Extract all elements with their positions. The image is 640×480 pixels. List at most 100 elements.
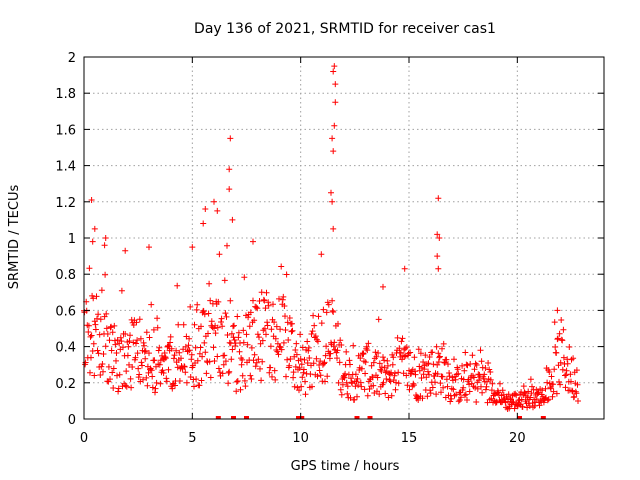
data-point bbox=[266, 369, 273, 376]
data-point bbox=[112, 341, 119, 348]
data-point bbox=[553, 390, 560, 397]
data-point bbox=[403, 344, 410, 351]
data-point bbox=[335, 320, 341, 327]
data-point bbox=[255, 356, 262, 363]
zero-marker bbox=[367, 416, 373, 419]
data-point bbox=[219, 323, 226, 330]
data-point bbox=[122, 382, 129, 389]
chart-title: Day 136 of 2021, SRMTID for receiver cas… bbox=[194, 21, 496, 37]
data-point bbox=[403, 372, 410, 379]
data-point bbox=[241, 274, 248, 281]
data-point bbox=[450, 386, 457, 393]
data-point bbox=[280, 293, 287, 300]
y-tick-label: 0.8 bbox=[55, 268, 76, 283]
data-point bbox=[123, 383, 130, 390]
data-point bbox=[471, 366, 478, 373]
y-tick-label: 1.4 bbox=[55, 160, 76, 175]
x-tick-label: 15 bbox=[401, 431, 418, 446]
data-point bbox=[94, 347, 101, 354]
data-point bbox=[456, 397, 463, 403]
y-tick-label: 1 bbox=[68, 232, 76, 247]
data-point bbox=[201, 311, 208, 318]
data-point bbox=[194, 301, 201, 308]
data-point bbox=[387, 378, 394, 385]
data-point bbox=[549, 393, 556, 400]
data-point bbox=[111, 322, 118, 329]
data-point bbox=[155, 347, 162, 354]
data-point bbox=[160, 370, 167, 376]
data-point bbox=[187, 303, 194, 310]
data-point bbox=[105, 363, 112, 370]
data-point bbox=[246, 323, 253, 330]
data-point bbox=[124, 352, 131, 359]
data-point bbox=[439, 345, 445, 352]
data-point bbox=[382, 390, 389, 397]
data-point bbox=[159, 367, 166, 374]
data-point bbox=[202, 349, 209, 356]
data-point bbox=[281, 303, 288, 309]
data-point bbox=[427, 390, 434, 397]
data-point bbox=[134, 350, 141, 357]
data-point bbox=[315, 313, 322, 320]
data-point bbox=[343, 348, 350, 355]
data-point bbox=[98, 363, 105, 370]
data-point bbox=[263, 331, 269, 338]
data-point bbox=[330, 148, 337, 155]
data-point bbox=[542, 385, 549, 392]
data-point bbox=[558, 336, 565, 343]
data-point bbox=[536, 402, 543, 409]
data-point bbox=[329, 198, 336, 205]
data-point bbox=[535, 389, 542, 396]
data-point bbox=[378, 364, 385, 371]
data-point bbox=[550, 381, 557, 388]
data-point bbox=[193, 306, 200, 313]
data-point bbox=[228, 356, 235, 363]
data-point bbox=[253, 304, 260, 311]
data-point bbox=[219, 370, 226, 377]
data-point bbox=[288, 328, 295, 335]
data-point bbox=[357, 355, 364, 362]
data-point bbox=[205, 330, 211, 337]
data-point bbox=[559, 366, 566, 373]
data-point bbox=[226, 368, 233, 375]
data-point bbox=[137, 335, 144, 342]
data-point bbox=[488, 387, 495, 394]
data-point bbox=[410, 382, 417, 389]
data-point bbox=[207, 374, 214, 381]
data-point bbox=[269, 373, 275, 380]
data-point bbox=[152, 385, 159, 392]
data-point bbox=[257, 365, 263, 372]
data-point bbox=[214, 353, 221, 360]
data-point bbox=[227, 135, 234, 142]
data-point bbox=[435, 195, 442, 202]
data-point bbox=[227, 297, 234, 304]
data-point bbox=[475, 377, 482, 384]
data-point bbox=[157, 380, 164, 387]
data-point bbox=[473, 362, 480, 368]
data-point bbox=[144, 382, 151, 389]
grid bbox=[84, 57, 604, 419]
data-point bbox=[301, 356, 308, 363]
data-point bbox=[245, 314, 252, 321]
data-point bbox=[338, 391, 345, 398]
data-point bbox=[285, 337, 292, 343]
data-point bbox=[146, 244, 152, 251]
data-point bbox=[102, 235, 109, 241]
x-tick-label: 10 bbox=[292, 431, 309, 446]
data-point bbox=[237, 386, 244, 393]
data-point bbox=[404, 382, 411, 389]
data-point bbox=[562, 384, 569, 391]
data-point bbox=[420, 371, 427, 378]
data-point bbox=[250, 297, 256, 304]
data-point bbox=[231, 322, 237, 329]
data-point bbox=[325, 301, 332, 308]
y-tick-label: 1.6 bbox=[55, 123, 76, 138]
data-point bbox=[201, 339, 208, 346]
data-point bbox=[562, 372, 568, 379]
data-point bbox=[283, 373, 289, 380]
data-point bbox=[222, 358, 229, 365]
data-point bbox=[91, 225, 98, 232]
data-point bbox=[466, 388, 473, 395]
data-point bbox=[296, 364, 303, 371]
